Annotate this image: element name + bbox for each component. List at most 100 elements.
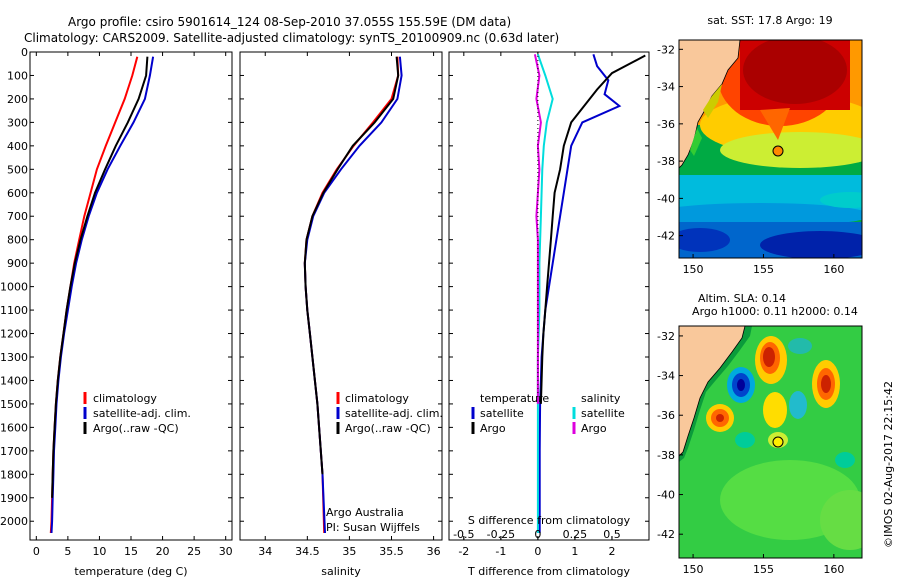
header-line-2: Climatology: CARS2009. Satellite-adjuste… xyxy=(24,31,559,45)
y-tick-label: 400 xyxy=(7,140,28,153)
y-tick-label: 1400 xyxy=(0,374,28,387)
y-tick-label: 1600 xyxy=(0,421,28,434)
annotation-pi: PI: Susan Wijffels xyxy=(326,521,420,534)
sla-map-title: Altim. SLA: 0.14 xyxy=(698,292,786,305)
map-x-tick-label: 160 xyxy=(823,263,844,276)
sst-map xyxy=(679,40,862,258)
x-tick-label: 0 xyxy=(534,545,541,558)
map-y-tick-label: -32 xyxy=(657,330,675,343)
y-tick-label: 1300 xyxy=(0,351,28,364)
sla-map-frame xyxy=(678,325,863,559)
sla-map xyxy=(679,326,862,558)
legend-temperature-satellite: satellite xyxy=(480,407,524,420)
difference-xlabel: T difference from climatology xyxy=(467,565,630,578)
legend-satellite: satellite-adj. clim. xyxy=(345,407,443,420)
legend-temperature-title: temperature xyxy=(480,392,549,405)
x-tick-label: -1 xyxy=(495,545,506,558)
x-tick-label: 15 xyxy=(124,545,138,558)
y-tick-label: 1700 xyxy=(0,445,28,458)
x-tick-label: 20 xyxy=(156,545,170,558)
series-argo-raw-qc- xyxy=(303,56,400,475)
imos-credit: ©IMOS 02-Aug-2017 22:15:42 xyxy=(882,381,895,548)
sst-map-frame xyxy=(678,39,863,259)
x2-tick-label: -0.5 xyxy=(453,528,474,541)
map-y-tick-label: -34 xyxy=(657,81,675,94)
x-tick-label: 34 xyxy=(258,545,272,558)
x2-tick-label: -0.25 xyxy=(487,528,515,541)
legend-climatology: climatology xyxy=(345,392,409,405)
sla-map-subtitle: Argo h1000: 0.11 h2000: 0.14 xyxy=(692,305,858,318)
map-y-tick-label: -42 xyxy=(657,528,675,541)
x-tick-label: 30 xyxy=(219,545,233,558)
difference-panel: -2 -1 0 1 2 -0.5 -0.25 0 0.25 0.5 xyxy=(449,51,649,558)
x-tick-label: 10 xyxy=(92,545,106,558)
map-x-tick-label: 150 xyxy=(683,263,704,276)
y-tick-label: 900 xyxy=(7,257,28,270)
sst-map-axes: 150 155 160 -32 -34 -36 -38 -40 -42 xyxy=(657,43,844,276)
x-tick-label: 5 xyxy=(64,545,71,558)
x-tick-label: 0 xyxy=(33,545,40,558)
salinity-plot-frame xyxy=(239,51,443,541)
legend-salinity-title: salinity xyxy=(581,392,621,405)
map-x-tick-label: 155 xyxy=(753,563,774,576)
y-tick-label: 700 xyxy=(7,210,28,223)
x2-tick-label: 0 xyxy=(534,528,541,541)
legend-argo: Argo(..raw -QC) xyxy=(93,422,179,435)
y-tick-label: 100 xyxy=(7,69,28,82)
annotation-argo-australia: Argo Australia xyxy=(326,506,404,519)
y-tick-label: 1800 xyxy=(0,468,28,481)
temperature-legend: climatology satellite-adj. clim. Argo(..… xyxy=(83,392,191,435)
legend-argo: Argo(..raw -QC) xyxy=(345,422,431,435)
map-x-tick-label: 155 xyxy=(753,263,774,276)
map-y-tick-label: -40 xyxy=(657,489,675,502)
x2-tick-label: 0.25 xyxy=(563,528,588,541)
y-tick-label: 1500 xyxy=(0,398,28,411)
salinity-xlabel: salinity xyxy=(321,565,361,578)
y-tick-label: 500 xyxy=(7,163,28,176)
map-y-tick-label: -36 xyxy=(657,118,675,131)
series-argo-raw-qc- xyxy=(51,56,149,498)
sst-argo-marker xyxy=(772,145,784,157)
y-tick-label: 300 xyxy=(7,116,28,129)
y-tick-label: 0 xyxy=(21,46,28,59)
sla-argo-marker xyxy=(772,436,784,448)
map-x-tick-label: 160 xyxy=(823,563,844,576)
x-tick-label: 35.5 xyxy=(379,545,404,558)
legend-climatology: climatology xyxy=(93,392,157,405)
map-y-tick-label: -36 xyxy=(657,409,675,422)
x2-tick-label: 0.5 xyxy=(603,528,621,541)
y-tick-label: 1900 xyxy=(0,492,28,505)
series-temperature-satellite xyxy=(538,54,622,533)
series-satellite-adj-clim- xyxy=(303,56,403,534)
salinity-legend: climatology satellite-adj. clim. Argo(..… xyxy=(326,392,443,534)
map-y-tick-label: -38 xyxy=(657,155,675,168)
legend-salinity-argo: Argo xyxy=(581,422,607,435)
map-y-tick-label: -32 xyxy=(657,43,675,56)
difference-legend: temperature satellite Argo salinity sate… xyxy=(471,392,625,435)
header-line-1: Argo profile: csiro 5901614_124 08-Sep-2… xyxy=(68,15,511,29)
salinity-panel: 34 34.5 35 35.5 36 xyxy=(240,51,442,558)
x-tick-label: 34.5 xyxy=(295,545,320,558)
y-tick-label: 600 xyxy=(7,187,28,200)
y-tick-label: 2000 xyxy=(0,515,28,528)
y-tick-label: 800 xyxy=(7,234,28,247)
map-x-tick-label: 150 xyxy=(683,563,704,576)
y-tick-label: 200 xyxy=(7,93,28,106)
legend-temperature-argo: Argo xyxy=(480,422,506,435)
map-y-tick-label: -38 xyxy=(657,449,675,462)
x-tick-label: -2 xyxy=(458,545,469,558)
sst-map-title: sat. SST: 17.8 Argo: 19 xyxy=(707,14,832,27)
sla-map-axes: 150 155 160 -32 -34 -36 -38 -40 -42 xyxy=(657,330,844,576)
difference-plot-frame xyxy=(448,51,650,541)
y-tick-label: 1200 xyxy=(0,328,28,341)
map-y-tick-label: -40 xyxy=(657,192,675,205)
series-climatology xyxy=(303,56,400,534)
x-tick-label: 2 xyxy=(608,545,615,558)
x-tick-label: 35 xyxy=(342,545,356,558)
map-y-tick-label: -42 xyxy=(657,230,675,243)
x-tick-label: 36 xyxy=(427,545,441,558)
map-y-tick-label: -34 xyxy=(657,370,675,383)
series-temperature-argo xyxy=(539,54,646,404)
x-tick-label: 1 xyxy=(571,545,578,558)
